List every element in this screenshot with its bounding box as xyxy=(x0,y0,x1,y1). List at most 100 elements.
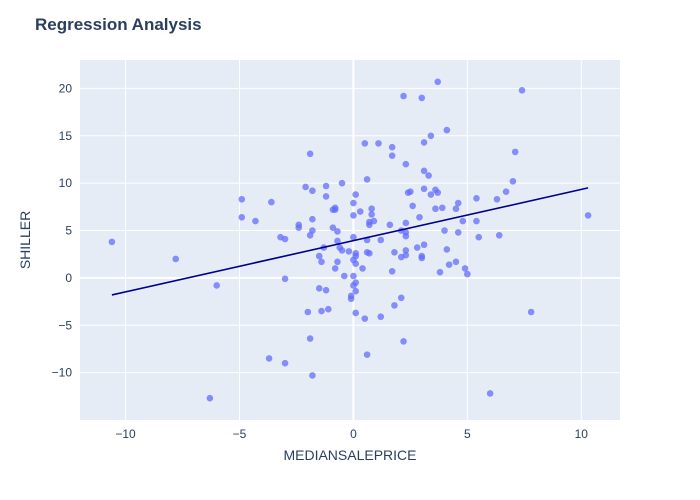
data-point xyxy=(265,355,273,362)
data-point xyxy=(347,295,355,303)
data-point xyxy=(420,241,428,249)
data-point xyxy=(281,359,289,367)
data-point xyxy=(413,244,421,251)
data-point xyxy=(461,265,469,272)
data-point xyxy=(438,204,446,212)
data-point xyxy=(315,285,323,292)
data-point xyxy=(502,188,510,195)
data-point xyxy=(306,335,314,342)
data-point xyxy=(322,193,330,200)
x-axis-title: MEDIANSALEPRICE xyxy=(283,447,416,463)
trendline xyxy=(111,187,589,296)
data-point xyxy=(172,255,179,263)
data-point xyxy=(434,78,442,86)
data-point xyxy=(352,279,359,286)
data-point xyxy=(309,227,316,234)
y-tick-label: −5 xyxy=(58,318,72,332)
data-point xyxy=(352,252,359,260)
y-tick-label: −10 xyxy=(52,366,73,380)
data-point xyxy=(322,286,330,294)
y-tick-label: 0 xyxy=(65,271,72,285)
data-point xyxy=(322,182,330,190)
y-tick-label: 10 xyxy=(59,176,73,190)
data-point xyxy=(584,212,592,219)
x-tick-label: 5 xyxy=(464,427,471,441)
x-tick-label: −10 xyxy=(115,427,136,441)
data-point xyxy=(452,258,460,266)
data-point xyxy=(334,228,341,235)
data-point xyxy=(350,272,357,280)
data-point xyxy=(370,217,378,225)
data-point xyxy=(302,183,309,191)
data-point xyxy=(418,254,426,262)
data-point xyxy=(377,313,385,321)
data-point xyxy=(436,268,444,276)
data-point xyxy=(427,191,435,198)
data-point xyxy=(363,176,371,183)
data-point xyxy=(366,249,373,257)
y-axis-ticks: −10 −5 0 5 10 15 20 xyxy=(52,81,73,379)
plot-area xyxy=(80,60,620,420)
data-point xyxy=(434,189,442,196)
scatter-points xyxy=(108,78,592,402)
data-point xyxy=(407,188,414,195)
data-point xyxy=(420,139,428,146)
data-point xyxy=(402,247,410,254)
data-point xyxy=(375,140,382,147)
data-point xyxy=(352,287,359,295)
data-point xyxy=(377,236,385,244)
data-point xyxy=(400,338,407,345)
data-point xyxy=(309,215,316,223)
data-point xyxy=(397,294,405,302)
data-point xyxy=(402,251,410,259)
data-point xyxy=(341,272,348,280)
y-tick-label: 5 xyxy=(65,224,72,238)
data-point xyxy=(352,260,359,267)
data-point xyxy=(334,237,341,245)
data-point xyxy=(454,229,462,236)
data-point xyxy=(400,92,407,100)
data-point xyxy=(409,202,416,210)
data-point xyxy=(363,351,371,358)
data-point xyxy=(518,87,526,94)
data-point xyxy=(252,217,259,225)
data-point xyxy=(350,212,357,219)
data-point xyxy=(206,394,214,402)
data-point xyxy=(473,217,480,225)
data-point xyxy=(315,252,323,260)
data-point xyxy=(304,308,312,316)
data-point xyxy=(238,195,246,203)
data-point xyxy=(318,307,325,315)
data-point xyxy=(388,143,396,151)
data-point xyxy=(388,267,396,275)
data-point xyxy=(334,258,341,266)
data-point xyxy=(473,195,480,202)
data-point xyxy=(445,261,453,268)
data-point xyxy=(402,219,410,227)
data-point xyxy=(295,221,303,229)
data-point xyxy=(493,195,501,203)
y-tick-label: 20 xyxy=(59,81,73,95)
data-point xyxy=(359,265,366,272)
data-point xyxy=(306,150,314,158)
data-point xyxy=(318,258,325,266)
data-point xyxy=(386,221,394,229)
data-point xyxy=(527,308,535,316)
data-point xyxy=(213,282,221,289)
data-point xyxy=(350,233,357,241)
x-tick-label: −5 xyxy=(233,427,247,441)
data-point xyxy=(441,227,448,234)
data-point xyxy=(416,213,423,221)
data-point xyxy=(391,249,398,256)
data-point xyxy=(443,126,451,134)
data-point xyxy=(281,275,289,283)
trendline-layer xyxy=(111,187,589,296)
data-point xyxy=(420,185,428,193)
x-tick-label: 10 xyxy=(575,427,589,441)
data-point xyxy=(281,235,289,243)
data-point xyxy=(338,247,346,254)
data-point xyxy=(464,270,471,278)
data-point xyxy=(268,198,275,206)
data-point xyxy=(425,172,432,179)
